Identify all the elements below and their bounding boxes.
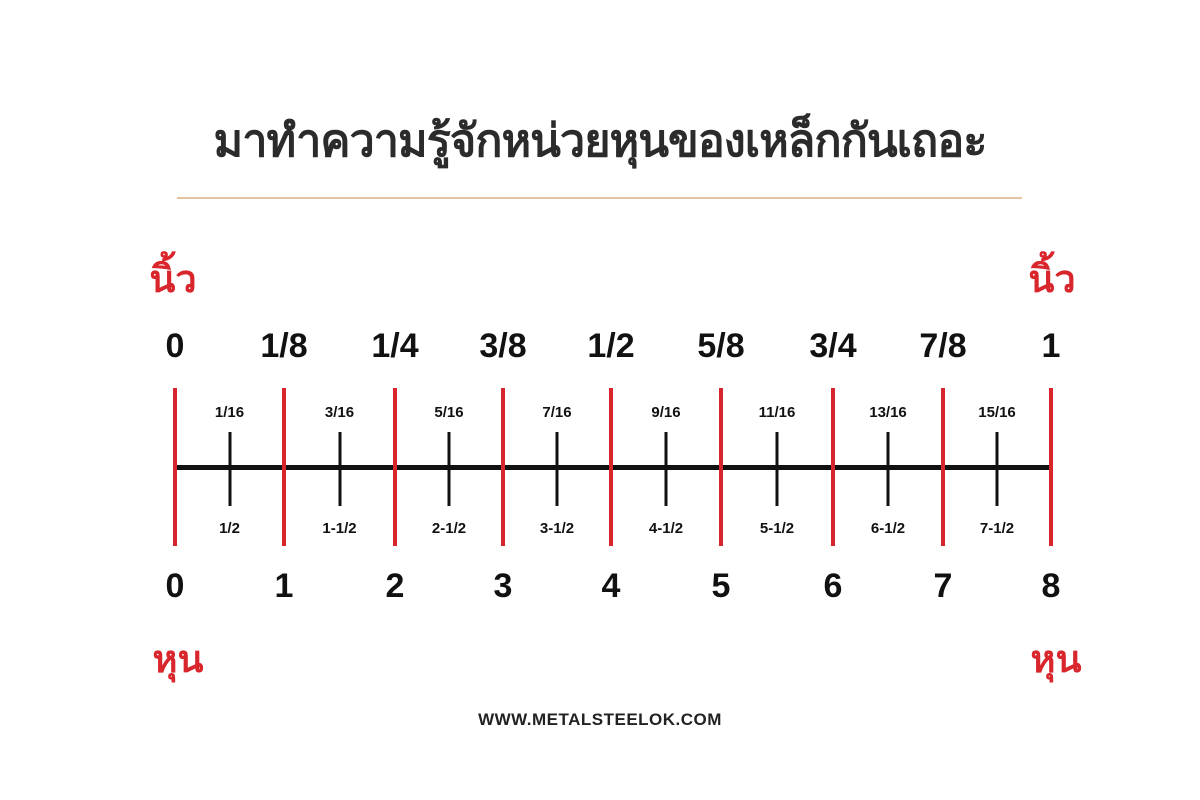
hun-label: 5 <box>711 567 731 605</box>
sixteenth-label: 13/16 <box>869 404 907 421</box>
half-hun-label: 6-1/2 <box>870 520 906 537</box>
inch-divider-line <box>501 388 505 546</box>
inch-label: 1/2 <box>587 327 635 365</box>
inch-divider-line <box>609 388 613 546</box>
sixteenth-label: 11/16 <box>758 404 796 421</box>
inch-label: 1/4 <box>371 327 419 365</box>
website-footer: WWW.METALSTEELOK.COM <box>478 710 722 729</box>
hun-label: 8 <box>1041 567 1061 605</box>
sixteenth-label: 1/16 <box>214 404 245 421</box>
hun-label: 0 <box>165 567 185 605</box>
hun-label: 4 <box>601 567 621 605</box>
half-tick <box>886 432 890 506</box>
inch-unit-label-left: นิ้ว <box>149 257 197 301</box>
half-hun-label: 1/2 <box>219 520 240 537</box>
half-hun-label: 2-1/2 <box>431 520 467 537</box>
inch-divider-line <box>719 388 723 546</box>
half-tick <box>338 432 341 506</box>
half-hun-label: 3-1/2 <box>539 520 575 537</box>
title-divider <box>177 197 1022 199</box>
page-title: มาทำความรู้จักหน่วยหุนของเหล็กกันเถอะ <box>213 114 988 167</box>
inch-divider-line <box>1049 388 1053 546</box>
sixteenth-label: 7/16 <box>542 404 572 421</box>
half-hun-label: 1-1/2 <box>322 520 357 537</box>
half-tick <box>228 432 231 506</box>
inch-divider-line <box>173 388 177 546</box>
inch-label: 0 <box>165 327 185 365</box>
half-hun-label: 4-1/2 <box>648 520 684 537</box>
sixteenth-label: 3/16 <box>324 404 355 421</box>
half-tick <box>664 432 668 506</box>
inch-label: 3/8 <box>479 327 527 365</box>
sixteenth-label: 9/16 <box>651 404 681 421</box>
inch-label: 5/8 <box>697 327 745 365</box>
inch-divider-line <box>282 388 286 546</box>
inch-label: 1 <box>1041 327 1061 365</box>
hun-label: 7 <box>933 567 953 605</box>
hun-label: 2 <box>385 567 405 605</box>
hun-label: 6 <box>823 567 843 605</box>
hun-unit-label-right: หุน <box>1030 637 1082 681</box>
hun-label: 3 <box>493 567 513 605</box>
sixteenth-label: 15/16 <box>978 404 1016 421</box>
ruler-axis <box>175 465 1051 470</box>
inch-divider-line <box>831 388 835 546</box>
inch-unit-label-right: นิ้ว <box>1028 257 1076 301</box>
half-hun-label: 7-1/2 <box>979 520 1015 537</box>
inch-label: 7/8 <box>919 327 967 365</box>
inch-label: 3/4 <box>809 327 857 365</box>
sixteenth-label: 5/16 <box>434 404 464 421</box>
half-hun-label: 5-1/2 <box>759 520 795 537</box>
hun-unit-label-left: หุน <box>152 637 204 681</box>
half-tick <box>447 432 451 506</box>
inch-divider-line <box>941 388 945 546</box>
half-tick <box>775 432 779 506</box>
inch-divider-line <box>393 388 397 546</box>
hun-label: 1 <box>274 567 294 605</box>
half-tick <box>555 432 559 506</box>
inch-label: 1/8 <box>260 327 308 365</box>
half-tick <box>995 432 999 506</box>
